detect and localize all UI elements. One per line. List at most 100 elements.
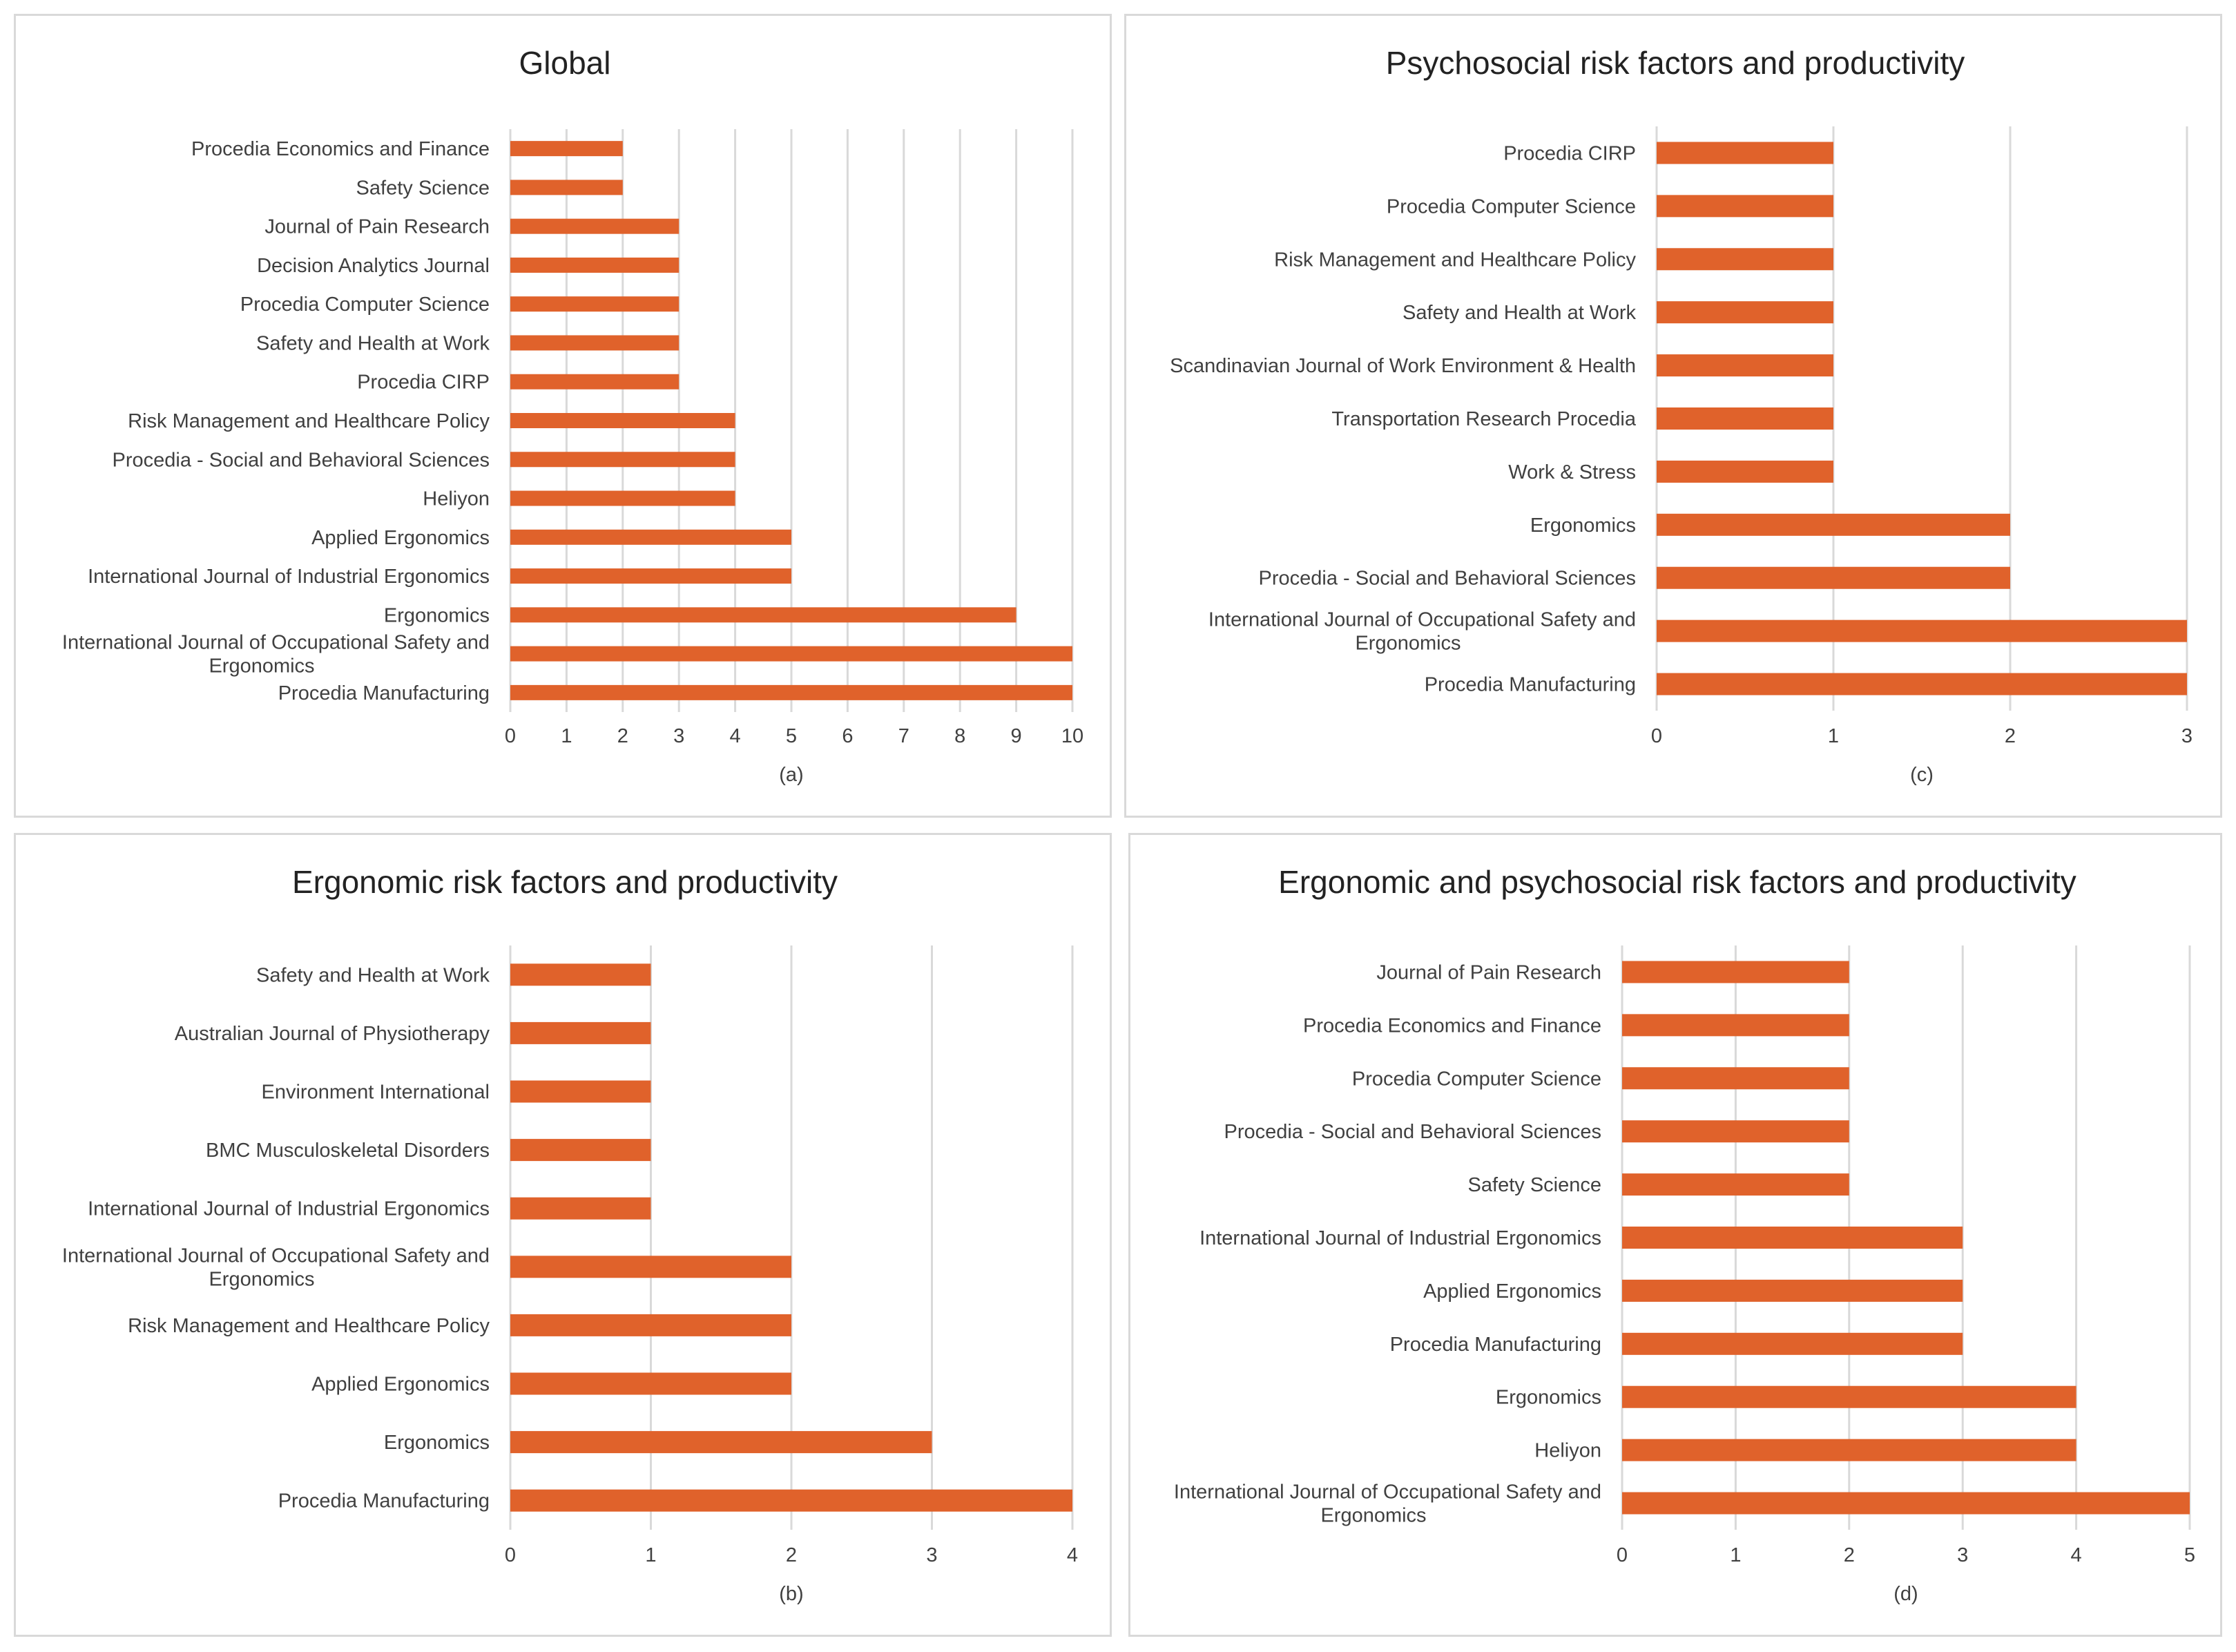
- bar: [510, 1197, 651, 1220]
- category-label: Ergonomics: [384, 1432, 490, 1454]
- bar: [510, 257, 680, 273]
- category-label: Procedia Computer Science: [1387, 195, 1636, 218]
- category-label: Risk Management and Healthcare Policy: [1274, 249, 1636, 271]
- bar: [510, 452, 735, 468]
- category-label: Procedia Manufacturing: [278, 682, 490, 704]
- x-tick-label: 2: [1844, 1544, 1855, 1566]
- bar: [1657, 620, 2187, 642]
- bar: [1657, 301, 1833, 324]
- x-tick-label: 1: [561, 725, 572, 747]
- category-label: Heliyon: [1534, 1440, 1601, 1462]
- category-label: Applied Ergonomics: [311, 527, 490, 549]
- category-label: Procedia Economics and Finance: [1303, 1015, 1601, 1037]
- bar: [1657, 195, 1833, 218]
- bar: [1622, 1492, 2190, 1515]
- category-label: Procedia Computer Science: [240, 294, 490, 316]
- bar: [510, 490, 735, 506]
- chart-c: Psychosocial risk factors and productivi…: [1170, 45, 2192, 786]
- x-tick-label: 1: [1730, 1544, 1741, 1566]
- chart-panel-psychosocial: Psychosocial risk factors and productivi…: [1124, 14, 2222, 818]
- x-tick-label: 6: [842, 725, 853, 747]
- x-tick-label: 3: [1957, 1544, 1968, 1566]
- category-label: Applied Ergonomics: [1423, 1280, 1601, 1303]
- category-label: Procedia Manufacturing: [1425, 674, 1636, 696]
- category-label: International Journal of Occupational Sa…: [1208, 609, 1636, 631]
- category-label: Procedia - Social and Behavioral Science…: [1224, 1121, 1601, 1143]
- x-tick-label: 4: [730, 725, 741, 747]
- category-label: Procedia Manufacturing: [278, 1490, 490, 1512]
- bar: [1622, 1120, 1849, 1143]
- chart-caption: (b): [779, 1583, 803, 1605]
- category-label: Procedia CIRP: [357, 372, 490, 394]
- x-tick-label: 0: [505, 725, 516, 747]
- x-tick-label: 3: [673, 725, 684, 747]
- chart-title: Ergonomic risk factors and productivity: [292, 864, 838, 900]
- category-label: International Journal of Industrial Ergo…: [88, 1198, 490, 1220]
- bar: [1622, 1227, 1963, 1249]
- bar: [510, 180, 623, 195]
- bar: [510, 1021, 651, 1044]
- category-label: Applied Ergonomics: [311, 1374, 490, 1396]
- bar: [1657, 407, 1833, 430]
- bar: [510, 1256, 791, 1278]
- category-label: Ergonomics: [1355, 633, 1461, 655]
- category-label: Ergonomics: [1496, 1387, 1601, 1409]
- bar: [1657, 354, 1833, 377]
- category-label: Transportation Research Procedia: [1331, 408, 1636, 430]
- category-label: Safety and Health at Work: [256, 964, 490, 986]
- chart-panel-ergonomic: Ergonomic risk factors and productivity 0…: [14, 833, 1112, 1637]
- x-tick-label: 2: [786, 1544, 797, 1566]
- chart-panel-ergonomic-psychosocial: Ergonomic and psychosocial risk factors …: [1128, 833, 2222, 1637]
- bar: [510, 529, 791, 545]
- x-tick-label: 1: [1828, 725, 1839, 747]
- bar: [510, 413, 735, 428]
- chart-panel-global: Global 0 1 2 3 4 5 6 7 8 9 10 Procedia Economics and…: [14, 14, 1112, 818]
- category-label: Environment International: [262, 1082, 490, 1104]
- category-label: Ergonomics: [384, 604, 490, 626]
- chart-caption: (c): [1910, 764, 1934, 786]
- chart-title: Global: [519, 45, 611, 81]
- x-tick-label: 10: [1061, 725, 1083, 747]
- category-label: Procedia Economics and Finance: [191, 138, 490, 160]
- bar: [1657, 566, 2010, 589]
- category-label: Ergonomics: [209, 1268, 314, 1290]
- bar: [510, 963, 651, 986]
- bar: [510, 1139, 651, 1162]
- category-label: Risk Management and Healthcare Policy: [128, 410, 490, 432]
- category-label: International Journal of Occupational Sa…: [62, 1245, 490, 1267]
- bar: [510, 1372, 791, 1395]
- category-label: Journal of Pain Research: [1376, 961, 1601, 983]
- bar: [1622, 961, 1849, 983]
- category-label: Australian Journal of Physiotherapy: [175, 1023, 490, 1045]
- bar: [1657, 673, 2187, 695]
- category-label: Heliyon: [423, 488, 490, 510]
- bar: [1622, 1173, 1849, 1196]
- bar: [1657, 142, 1833, 164]
- bar: [510, 607, 1016, 623]
- bar: [1657, 513, 2010, 536]
- category-label: International Journal of Industrial Ergo…: [1199, 1227, 1601, 1249]
- bar: [510, 568, 791, 584]
- chart-d: Ergonomic and psychosocial risk factors …: [1174, 864, 2195, 1605]
- bar: [510, 296, 680, 312]
- chart-title: Psychosocial risk factors and productivi…: [1386, 45, 1965, 81]
- x-tick-label: 2: [617, 725, 628, 747]
- bar: [510, 1489, 1072, 1512]
- category-label: Decision Analytics Journal: [257, 255, 490, 277]
- x-tick-label: 5: [786, 725, 797, 747]
- bar: [510, 335, 680, 351]
- x-tick-label: 9: [1011, 725, 1022, 747]
- chart-caption: (d): [1893, 1583, 1918, 1605]
- category-label: Procedia Manufacturing: [1390, 1334, 1601, 1356]
- bar: [1622, 1279, 1963, 1302]
- x-tick-label: 0: [1617, 1544, 1628, 1566]
- bar: [1622, 1067, 1849, 1090]
- bar: [1657, 248, 1833, 271]
- category-label: Safety Science: [356, 177, 490, 199]
- category-label: Procedia - Social and Behavioral Science…: [1259, 568, 1636, 590]
- x-tick-label: 2: [2005, 725, 2016, 747]
- category-label: Safety and Health at Work: [1403, 302, 1636, 324]
- x-tick-label: 5: [2184, 1544, 2195, 1566]
- category-label: Procedia - Social and Behavioral Science…: [113, 449, 490, 471]
- chart-title: Ergonomic and psychosocial risk factors …: [1278, 864, 2076, 900]
